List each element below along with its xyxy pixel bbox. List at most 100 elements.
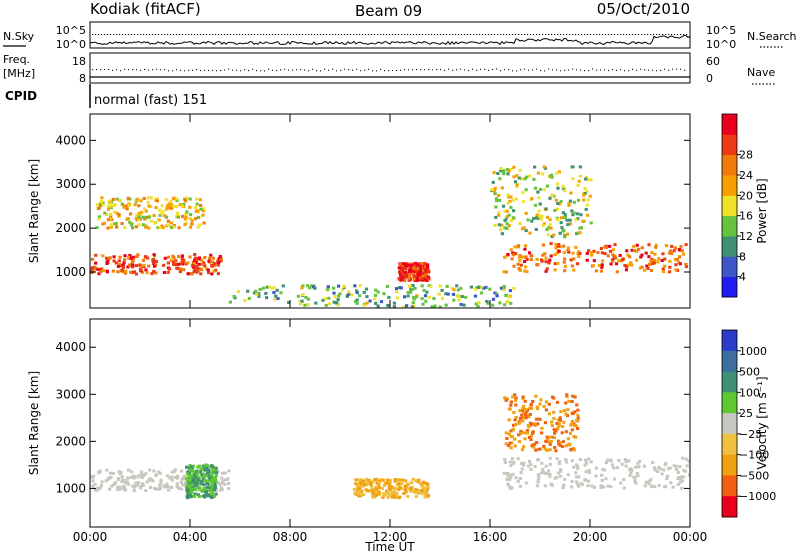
power-cell	[188, 255, 192, 259]
velocity-cell	[194, 476, 198, 480]
power-cell	[618, 253, 622, 257]
velocity-cell	[550, 420, 554, 424]
power-cell	[146, 196, 151, 200]
power-cell	[332, 291, 336, 295]
power-cell	[177, 226, 181, 230]
velocity-cell	[522, 411, 526, 415]
power-cell	[558, 231, 562, 235]
velocity-cell	[594, 466, 599, 470]
velocity-cell	[367, 478, 371, 482]
velocity-cell	[372, 489, 376, 493]
power-cell	[559, 200, 563, 203]
power-cell	[511, 216, 515, 220]
velocity-cell	[121, 486, 125, 490]
velocity-y-tick-label: 3000	[55, 387, 86, 401]
power-cell	[563, 235, 567, 239]
power-cell	[585, 203, 589, 207]
power-cell	[668, 270, 672, 274]
power-cell	[172, 196, 176, 200]
velocity-colorbar-tick-label: 500	[739, 366, 760, 379]
velocity-cell	[633, 476, 637, 480]
velocity-cell	[550, 435, 554, 439]
power-cell	[541, 223, 545, 227]
velocity-cell	[564, 412, 568, 416]
velocity-cell	[557, 462, 561, 465]
power-cell	[537, 215, 541, 218]
power-cell	[333, 295, 337, 299]
power-cell	[197, 262, 201, 266]
velocity-cell	[197, 476, 201, 480]
power-cell	[374, 288, 378, 292]
power-cell	[128, 263, 132, 267]
power-cell	[549, 242, 553, 246]
velocity-cell	[521, 408, 525, 412]
velocity-cell	[600, 473, 604, 477]
power-cell	[491, 303, 495, 307]
velocity-cell	[151, 479, 155, 483]
velocity-cell	[195, 472, 199, 476]
power-cell	[608, 244, 612, 248]
velocity-cell	[190, 474, 194, 477]
power-cell	[403, 279, 407, 283]
power-cell	[200, 262, 205, 266]
velocity-cell	[207, 474, 211, 478]
velocity-cell	[196, 493, 200, 497]
velocity-cell	[93, 482, 97, 486]
power-cell	[566, 246, 571, 250]
velocity-cell	[216, 481, 220, 485]
velocity-colorbar-swatch	[722, 475, 737, 497]
power-cell	[511, 253, 516, 257]
velocity-cell	[201, 464, 205, 468]
velocity-cell	[564, 430, 568, 434]
velocity-cell	[210, 487, 214, 491]
velocity-cell	[377, 486, 381, 489]
power-cell	[663, 264, 667, 268]
power-cell	[202, 221, 206, 225]
power-cell	[661, 267, 665, 271]
power-cell	[548, 196, 552, 200]
velocity-cell	[134, 481, 138, 485]
velocity-cell	[622, 478, 626, 481]
velocity-cell	[559, 410, 563, 414]
power-cell	[138, 217, 142, 221]
power-cell	[578, 252, 582, 256]
velocity-cell	[382, 494, 386, 498]
power-cell	[144, 209, 148, 213]
power-cell	[184, 262, 188, 266]
velocity-cell	[111, 471, 115, 475]
velocity-cell	[534, 417, 539, 421]
velocity-cell	[586, 479, 590, 483]
velocity-cell	[540, 461, 544, 465]
velocity-cell	[510, 441, 514, 445]
velocity-cell	[612, 477, 617, 481]
power-cell	[194, 264, 198, 268]
power-cell	[152, 264, 157, 268]
velocity-cell	[587, 457, 591, 461]
power-cell	[336, 298, 340, 302]
power-cell	[549, 254, 553, 258]
power-cell	[336, 303, 341, 307]
power-cell	[603, 245, 607, 249]
velocity-cell	[374, 487, 378, 491]
power-cell	[524, 255, 528, 259]
power-cell	[98, 204, 103, 208]
power-cell	[586, 198, 590, 202]
power-cell	[494, 215, 498, 219]
power-cell	[536, 190, 540, 194]
velocity-cell	[553, 446, 557, 449]
velocity-cell	[548, 462, 552, 466]
power-cell	[635, 258, 639, 262]
velocity-cell	[525, 410, 529, 414]
power-cell	[539, 217, 543, 221]
velocity-cell	[159, 478, 163, 482]
velocity-cell	[590, 484, 594, 488]
power-cell	[626, 253, 630, 257]
velocity-cell	[384, 492, 388, 496]
velocity-cell	[510, 486, 514, 490]
noise-panel-frame	[89, 21, 691, 49]
velocity-cell	[555, 400, 560, 404]
velocity-cell	[210, 493, 214, 497]
velocity-cell	[210, 471, 214, 475]
power-cell	[419, 272, 423, 276]
power-cell	[412, 277, 416, 281]
